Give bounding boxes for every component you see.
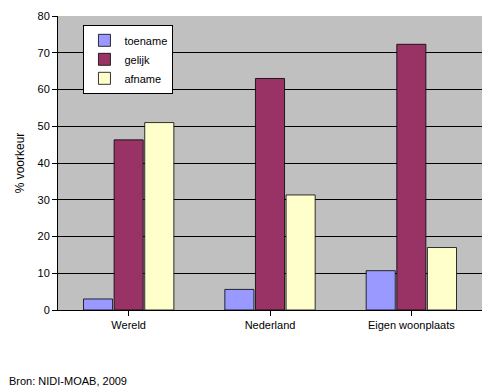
svg-text:30: 30 xyxy=(38,194,50,206)
svg-text:50: 50 xyxy=(38,120,50,132)
svg-text:Nederland: Nederland xyxy=(245,319,296,331)
svg-text:gelijk: gelijk xyxy=(124,54,150,66)
svg-text:20: 20 xyxy=(38,230,50,242)
svg-text:Eigen woonplaats: Eigen woonplaats xyxy=(368,319,455,331)
svg-text:toename: toename xyxy=(124,35,167,47)
svg-text:Bron: NIDI-MOAB, 2009: Bron: NIDI-MOAB, 2009 xyxy=(9,375,127,387)
svg-text:10: 10 xyxy=(38,267,50,279)
svg-text:80: 80 xyxy=(38,10,50,22)
svg-text:% voorkeur: % voorkeur xyxy=(13,133,27,194)
svg-text:40: 40 xyxy=(38,157,50,169)
svg-text:60: 60 xyxy=(38,83,50,95)
svg-text:Wereld: Wereld xyxy=(111,319,146,331)
svg-text:0: 0 xyxy=(44,304,50,316)
svg-text:afname: afname xyxy=(124,73,161,85)
svg-text:70: 70 xyxy=(38,47,50,59)
